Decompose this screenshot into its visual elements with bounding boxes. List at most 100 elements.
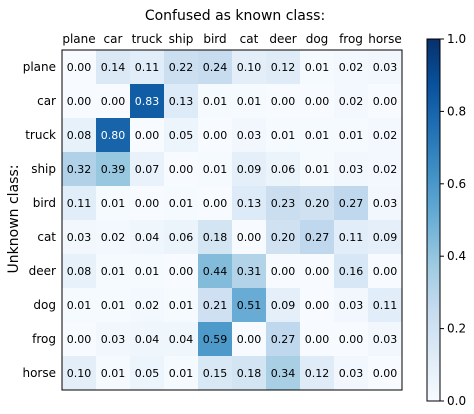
cell-value-label: 0.01 — [135, 265, 160, 278]
cell-value-label: 0.00 — [305, 95, 330, 108]
cell-value-label: 0.09 — [271, 299, 296, 312]
cell-value-label: 0.00 — [203, 197, 228, 210]
heatmap-cell — [300, 84, 335, 119]
heatmap-cell — [96, 152, 131, 187]
heatmap-cell — [368, 50, 403, 85]
cell-value-label: 0.08 — [67, 265, 92, 278]
cell-value-label: 0.00 — [305, 299, 330, 312]
cell-value-label: 0.00 — [169, 163, 194, 176]
cell-value-label: 0.04 — [169, 333, 194, 346]
cell-value-label: 0.01 — [67, 299, 92, 312]
cell-value-label: 0.05 — [135, 367, 160, 380]
cell-value-label: 0.00 — [237, 231, 262, 244]
cell-value-label: 0.01 — [169, 367, 194, 380]
heatmap-cell — [266, 356, 301, 391]
plot-frame — [61, 49, 403, 391]
chart-title: Confused as known class: — [145, 8, 325, 24]
cell-value-label: 0.00 — [339, 333, 364, 346]
x-tick-label: deer — [269, 32, 296, 46]
cell-value-label: 0.01 — [203, 95, 228, 108]
heatmap-cell — [96, 220, 131, 255]
heatmap-cell — [334, 152, 369, 187]
cell-value-label: 0.20 — [305, 197, 330, 210]
heatmap-cell — [368, 356, 403, 391]
x-tick-label: cat — [240, 32, 259, 46]
cell-value-label: 0.16 — [339, 265, 364, 278]
heatmap-cell — [300, 50, 335, 85]
heatmap-cell — [300, 288, 335, 323]
heatmap-cell — [62, 186, 97, 221]
heatmap-cell — [96, 356, 131, 391]
heatmap-cell — [334, 220, 369, 255]
y-tick-label: ship — [31, 162, 56, 176]
heatmap-cell — [334, 288, 369, 323]
heatmap-cell — [96, 288, 131, 323]
cell-value-label: 0.00 — [203, 129, 228, 142]
heatmap-cell — [96, 84, 131, 119]
x-tick-labels: plane car truck ship bird cat deer dog frog horse — [62, 32, 401, 46]
cell-value-label: 0.03 — [339, 367, 364, 380]
y-tick-label: plane — [23, 60, 56, 74]
cell-value-label: 0.39 — [101, 163, 126, 176]
heatmap-cell — [198, 118, 233, 153]
cell-value-label: 0.03 — [67, 231, 92, 244]
cell-value-label: 0.83 — [135, 95, 160, 108]
cell-value-label: 0.01 — [169, 299, 194, 312]
y-tick-label: bird — [33, 196, 56, 210]
heatmap-cell — [130, 356, 165, 391]
heatmap-cell — [266, 50, 301, 85]
cell-value-label: 0.01 — [339, 129, 364, 142]
cell-value-label: 0.11 — [67, 197, 92, 210]
cell-value-label: 0.00 — [67, 95, 92, 108]
colorbar-ticks: 0.0 0.2 0.4 0.6 0.8 1.0 — [440, 32, 466, 408]
x-tick-label: bird — [203, 32, 226, 46]
cell-value-label: 0.27 — [271, 333, 296, 346]
heatmap-cell — [232, 84, 267, 119]
cell-value-labels: 0.00 0.14 0.11 0.22 0.24 0.10 0.12 0.01 0.02 0.03… — [67, 61, 398, 380]
cell-value-label: 0.03 — [101, 333, 126, 346]
heatmap-cell — [198, 322, 233, 357]
heatmap-cell — [96, 118, 131, 153]
heatmap-cell — [130, 220, 165, 255]
cell-value-label: 0.13 — [237, 197, 262, 210]
cell-value-label: 0.00 — [271, 95, 296, 108]
cell-value-label: 0.23 — [271, 197, 296, 210]
heatmap-cell — [300, 118, 335, 153]
heatmap-cell — [334, 84, 369, 119]
cell-value-label: 0.34 — [271, 367, 296, 380]
heatmap-cell — [368, 118, 403, 153]
cell-value-label: 0.02 — [339, 61, 364, 74]
x-tick-label: frog — [339, 32, 363, 46]
heatmap-cell — [266, 152, 301, 187]
heatmap-cell — [232, 356, 267, 391]
cell-value-label: 0.00 — [373, 367, 398, 380]
cell-value-label: 0.00 — [67, 333, 92, 346]
heatmap-cell — [130, 288, 165, 323]
cell-value-label: 0.12 — [271, 61, 296, 74]
heatmap-cell — [232, 50, 267, 85]
cell-value-label: 0.00 — [135, 197, 160, 210]
heatmap-cell — [62, 254, 97, 289]
colorbar-tick-label: 0.0 — [447, 394, 466, 408]
cell-value-label: 0.03 — [373, 197, 398, 210]
y-axis-label: Unknown class: — [6, 165, 22, 274]
cell-value-label: 0.09 — [373, 231, 398, 244]
cell-value-label: 0.20 — [271, 231, 296, 244]
heatmap-cell — [266, 254, 301, 289]
cell-value-label: 0.27 — [339, 197, 364, 210]
cell-value-label: 0.00 — [169, 265, 194, 278]
heatmap-cell — [96, 322, 131, 357]
cell-value-label: 0.14 — [101, 61, 126, 74]
heatmap-cell — [164, 186, 199, 221]
cell-value-label: 0.00 — [67, 61, 92, 74]
heatmap-cell — [232, 288, 267, 323]
heatmap-cell — [164, 254, 199, 289]
heatmap-cell — [368, 220, 403, 255]
cell-value-label: 0.13 — [169, 95, 194, 108]
cell-value-label: 0.02 — [373, 129, 398, 142]
heatmap-cells — [62, 50, 403, 391]
heatmap-cell — [164, 322, 199, 357]
heatmap-cell — [300, 254, 335, 289]
heatmap-cell — [300, 220, 335, 255]
heatmap-cell — [334, 50, 369, 85]
